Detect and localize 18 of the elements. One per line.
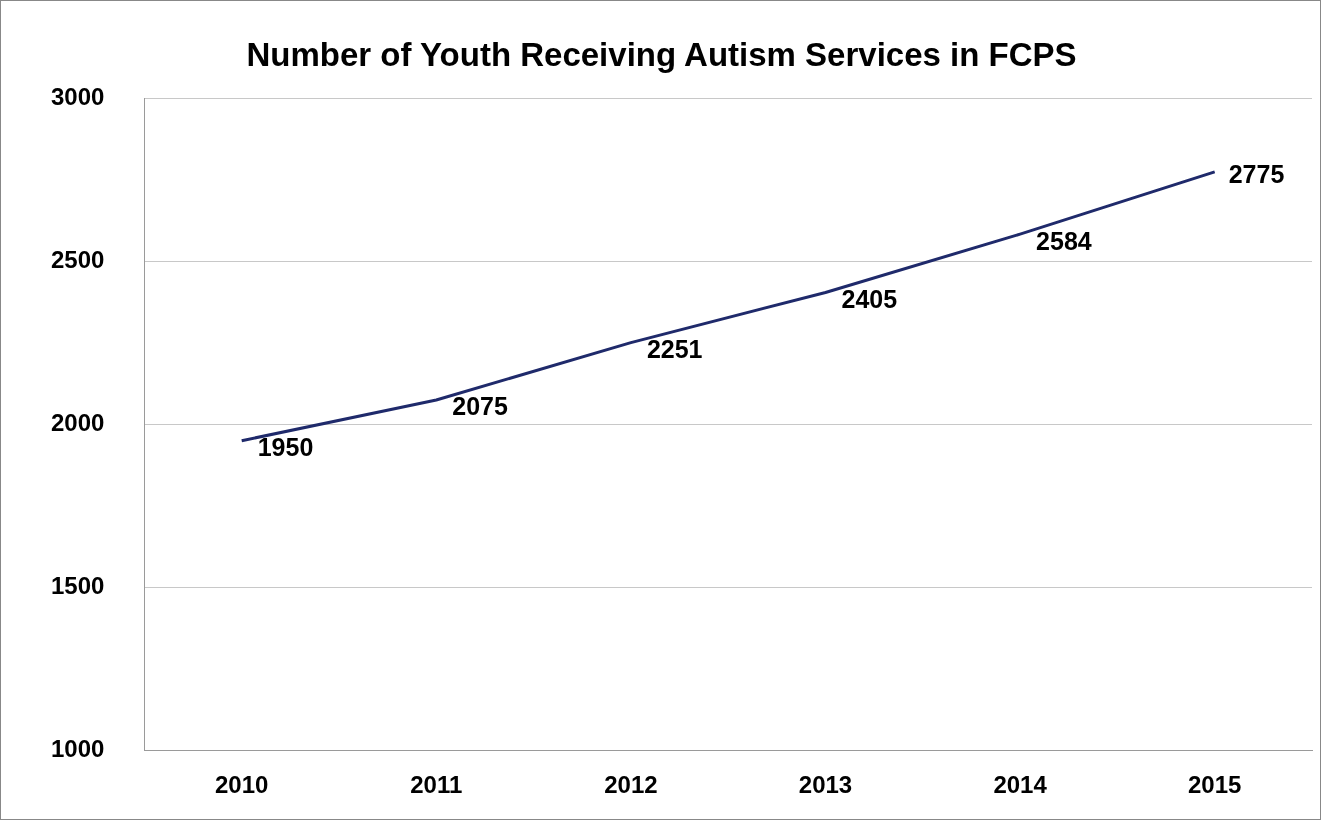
y-tick-label: 1000 <box>51 734 105 762</box>
x-tick-label: 2015 <box>1188 771 1242 799</box>
x-tick-label: 2013 <box>798 771 853 799</box>
y-tick-label: 2500 <box>51 246 105 274</box>
y-tick-label: 2000 <box>51 409 105 437</box>
y-tick-label: 1500 <box>51 571 105 599</box>
x-tick-label: 2010 <box>215 771 269 799</box>
data-label: 2775 <box>1228 159 1285 188</box>
data-label: 2251 <box>646 335 703 364</box>
data-label: 2075 <box>452 392 508 421</box>
x-tick-label: 2012 <box>604 771 658 799</box>
x-tick-label: 2011 <box>410 771 463 799</box>
y-tick-label: 3000 <box>51 83 105 111</box>
data-label: 1950 <box>257 433 314 462</box>
chart-title: Number of Youth Receiving Autism Services in FCPS <box>246 35 1077 73</box>
x-tick-label: 2014 <box>993 771 1048 799</box>
data-label: 2405 <box>841 284 898 313</box>
data-label: 2584 <box>1036 226 1092 255</box>
